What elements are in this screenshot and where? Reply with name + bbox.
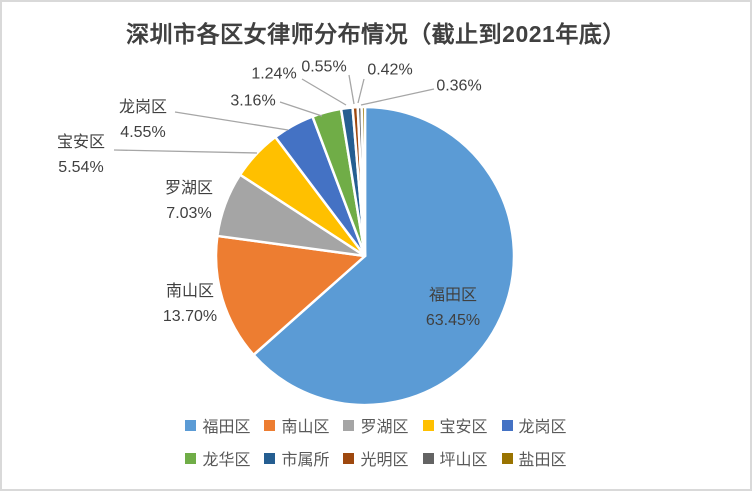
slice-label-pingshan-pct: 0.42% <box>367 61 413 79</box>
slice-label-longgang-name: 龙岗区 <box>118 99 168 116</box>
legend-swatch-longgang <box>501 419 513 431</box>
slice-label-yantian-pct: 0.36% <box>436 77 482 95</box>
legend-swatch-longhua <box>185 452 197 464</box>
legend-row-2: 龙华区 市属所 光明区 坪山区 盐田区 <box>185 446 567 470</box>
legend-item-pingshan[interactable]: 坪山区 <box>422 446 488 470</box>
slice-label-baoan-name: 宝安区 <box>56 134 106 151</box>
legend-label-yantian: 盐田区 <box>518 452 567 469</box>
legend-item-yantian[interactable]: 盐田区 <box>501 446 567 470</box>
slice-label-nanshan-name: 南山区 <box>165 283 215 300</box>
slice-label-longhua-pct: 3.16% <box>230 92 276 110</box>
slice-label-luohu: 罗湖区 7.03% <box>165 176 213 226</box>
legend-swatch-shishusuo <box>264 452 276 464</box>
legend-item-longgang[interactable]: 龙岗区 <box>501 413 567 437</box>
legend-item-luohu[interactable]: 罗湖区 <box>343 413 409 437</box>
legend-label-shishusuo: 市属所 <box>281 452 330 469</box>
legend-label-luohu: 罗湖区 <box>360 419 409 436</box>
slice-label-futian-pct: 63.45% <box>425 312 481 329</box>
legend-swatch-luohu <box>343 419 355 431</box>
slice-label-longgang: 龙岗区 4.55% <box>119 95 167 145</box>
leader-line-yantian <box>360 88 435 106</box>
slice-label-nanshan: 南山区 13.70% <box>163 279 217 329</box>
pie-slice-futian[interactable] <box>252 105 516 407</box>
slice-label-shishusuo-pct: 1.24% <box>251 65 297 83</box>
leader-line-baoan <box>113 149 258 154</box>
slice-label-baoan-pct: 5.54% <box>58 159 104 176</box>
slice-label-luohu-pct: 7.03% <box>166 205 212 222</box>
slice-label-guangming-pct: 0.55% <box>301 58 347 76</box>
slice-label-luohu-name: 罗湖区 <box>164 180 214 197</box>
chart-legend: 福田区 南山区 罗湖区 宝安区 龙岗区 龙华区 <box>2 413 750 470</box>
leader-line-shishusuo <box>301 78 347 106</box>
legend-swatch-yantian <box>501 452 513 464</box>
legend-item-longhua[interactable]: 龙华区 <box>185 446 250 470</box>
slice-label-futian-name: 福田区 <box>428 287 478 304</box>
legend-item-baoan[interactable]: 宝安区 <box>422 413 488 437</box>
legend-swatch-guangming <box>343 452 355 464</box>
slice-label-longgang-pct: 4.55% <box>120 124 166 141</box>
slice-label-futian: 福田区 63.45% <box>426 283 480 333</box>
legend-label-longgang: 龙岗区 <box>518 419 567 436</box>
legend-item-futian[interactable]: 福田区 <box>185 413 250 437</box>
legend-label-pingshan: 坪山区 <box>439 452 488 469</box>
pie-slice-yantian[interactable] <box>360 105 367 258</box>
legend-label-longhua: 龙华区 <box>202 452 251 469</box>
legend-item-nanshan[interactable]: 南山区 <box>264 413 329 437</box>
leader-line-pingshan <box>357 78 365 104</box>
legend-swatch-baoan <box>422 419 434 431</box>
legend-swatch-nanshan <box>264 419 276 431</box>
legend-item-shishusuo[interactable]: 市属所 <box>264 446 329 470</box>
legend-label-futian: 福田区 <box>202 419 251 436</box>
slice-label-nanshan-pct: 13.70% <box>162 308 218 325</box>
legend-swatch-futian <box>185 419 197 431</box>
chart-title: 深圳市各区女律师分布情况（截止到2021年底） <box>126 21 626 47</box>
legend-label-guangming: 光明区 <box>360 452 409 469</box>
legend-label-baoan: 宝安区 <box>439 419 488 436</box>
legend-swatch-pingshan <box>422 452 434 464</box>
leader-line-longgang <box>174 111 289 131</box>
leader-line-longhua <box>279 101 323 117</box>
pie-slice-nanshan[interactable] <box>214 234 367 357</box>
legend-item-guangming[interactable]: 光明区 <box>343 446 409 470</box>
leader-line-guangming <box>348 74 355 105</box>
slice-label-baoan: 宝安区 5.54% <box>57 130 105 180</box>
legend-label-nanshan: 南山区 <box>281 419 330 436</box>
legend-row-1: 福田区 南山区 罗湖区 宝安区 龙岗区 <box>185 413 567 437</box>
